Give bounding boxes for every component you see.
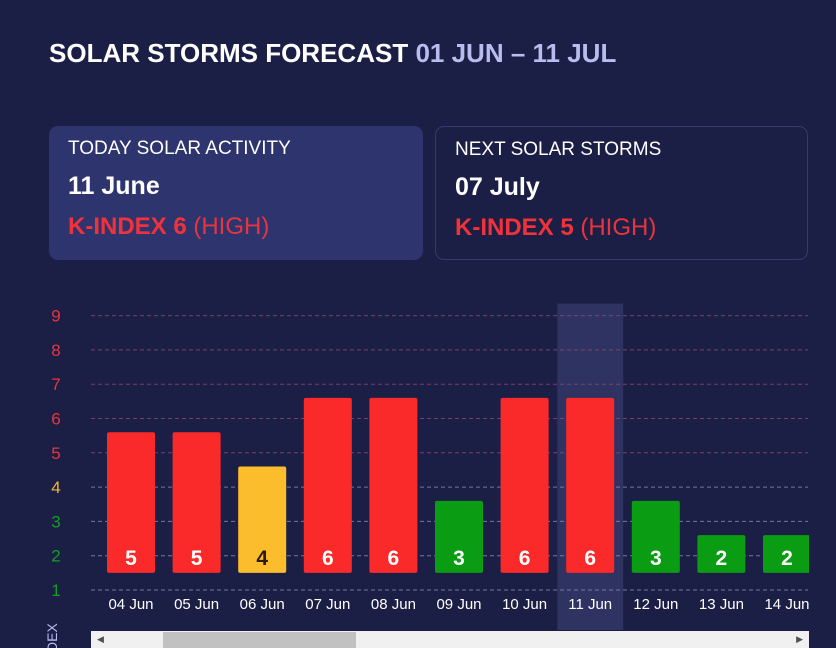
today-activity-card: TODAY SOLAR ACTIVITY 11 June K-INDEX 6 (…: [49, 126, 423, 260]
bar-value-label: 4: [256, 547, 268, 570]
x-tick-label: 07 Jun: [305, 596, 350, 613]
today-card-label: TODAY SOLAR ACTIVITY: [68, 138, 291, 159]
next-card-label: NEXT SOLAR STORMS: [455, 139, 662, 160]
bar: [303, 397, 352, 573]
x-tick-label: 14 Jun: [764, 596, 809, 613]
scroll-left-arrow-icon[interactable]: ◀: [97, 634, 104, 644]
bar: [435, 500, 483, 573]
today-kindex-level: (HIGH): [193, 213, 270, 240]
y-tick-label: 1: [51, 581, 60, 600]
date-range: 01 JUN – 11 JUL: [415, 38, 617, 68]
next-storms-card: NEXT SOLAR STORMS 07 July K-INDEX 5 (HIG…: [435, 126, 808, 260]
next-kindex-value: K-INDEX 5: [455, 214, 574, 241]
bar-value-label: 3: [650, 547, 662, 570]
bar: [107, 432, 155, 573]
bar-value-label: 5: [125, 547, 137, 570]
y-tick-label: 9: [51, 307, 60, 326]
bar-value-label: 2: [781, 547, 793, 570]
today-kindex-value: K-INDEX 6: [68, 213, 187, 240]
y-axis-title: DEX: [44, 612, 64, 648]
x-tick-label: 08 Jun: [371, 596, 416, 613]
next-card-kindex: K-INDEX 5 (HIGH): [455, 214, 788, 242]
page-title: SOLAR STORMS FORECAST 01 JUN – 11 JUL: [49, 38, 616, 69]
y-tick-label: 6: [51, 410, 60, 429]
bar: [172, 432, 221, 573]
bar: [500, 397, 549, 573]
bar: [763, 535, 811, 573]
bar-value-label: 6: [519, 547, 531, 570]
title-text: SOLAR STORMS FORECAST: [49, 38, 409, 68]
next-card-date: 07 July: [455, 173, 540, 201]
next-kindex-level: (HIGH): [580, 214, 657, 241]
bar: [566, 397, 615, 573]
x-tick-label: 09 Jun: [436, 596, 481, 613]
bar: [631, 500, 680, 573]
bar-value-label: 6: [584, 547, 596, 570]
y-tick-label: 3: [51, 512, 60, 531]
bar-value-label: 2: [716, 547, 728, 570]
bar-value-label: 3: [453, 547, 465, 570]
y-tick-label: 4: [51, 478, 60, 497]
y-tick-label: 5: [51, 444, 60, 463]
y-tick-label: 2: [51, 547, 60, 566]
x-tick-label: 13 Jun: [699, 596, 744, 613]
x-tick-label: 06 Jun: [240, 596, 285, 613]
x-tick-label: 05 Jun: [174, 596, 219, 613]
today-card-kindex: K-INDEX 6 (HIGH): [68, 213, 404, 241]
x-tick-label: 11 Jun: [568, 596, 612, 613]
bar: [369, 397, 418, 573]
bar-value-label: 6: [322, 547, 334, 570]
chart-right-mask: [809, 290, 836, 630]
y-tick-label: 7: [51, 375, 60, 394]
today-card-date: 11 June: [68, 172, 160, 200]
x-tick-label: 10 Jun: [502, 596, 547, 613]
scrollbar-thumb[interactable]: [163, 632, 356, 648]
kindex-bar-chart: 1 2 3 4 5 6 7 8 9 5 04 Jun 5 05 Jun 4 06 Jun 6 07 Jun 6 08…: [51, 290, 836, 630]
x-tick-label: 04 Jun: [108, 596, 153, 613]
x-tick-label: 12 Jun: [633, 596, 678, 613]
scroll-right-arrow-icon[interactable]: ▶: [796, 634, 803, 644]
y-axis-title-text: DEX: [44, 623, 60, 648]
bar: [697, 535, 746, 573]
horizontal-scrollbar[interactable]: ◀ ▶: [91, 631, 809, 648]
bar-value-label: 5: [191, 547, 203, 570]
bar-value-label: 6: [388, 547, 400, 570]
y-tick-label: 8: [51, 341, 60, 360]
bar: [238, 466, 287, 573]
